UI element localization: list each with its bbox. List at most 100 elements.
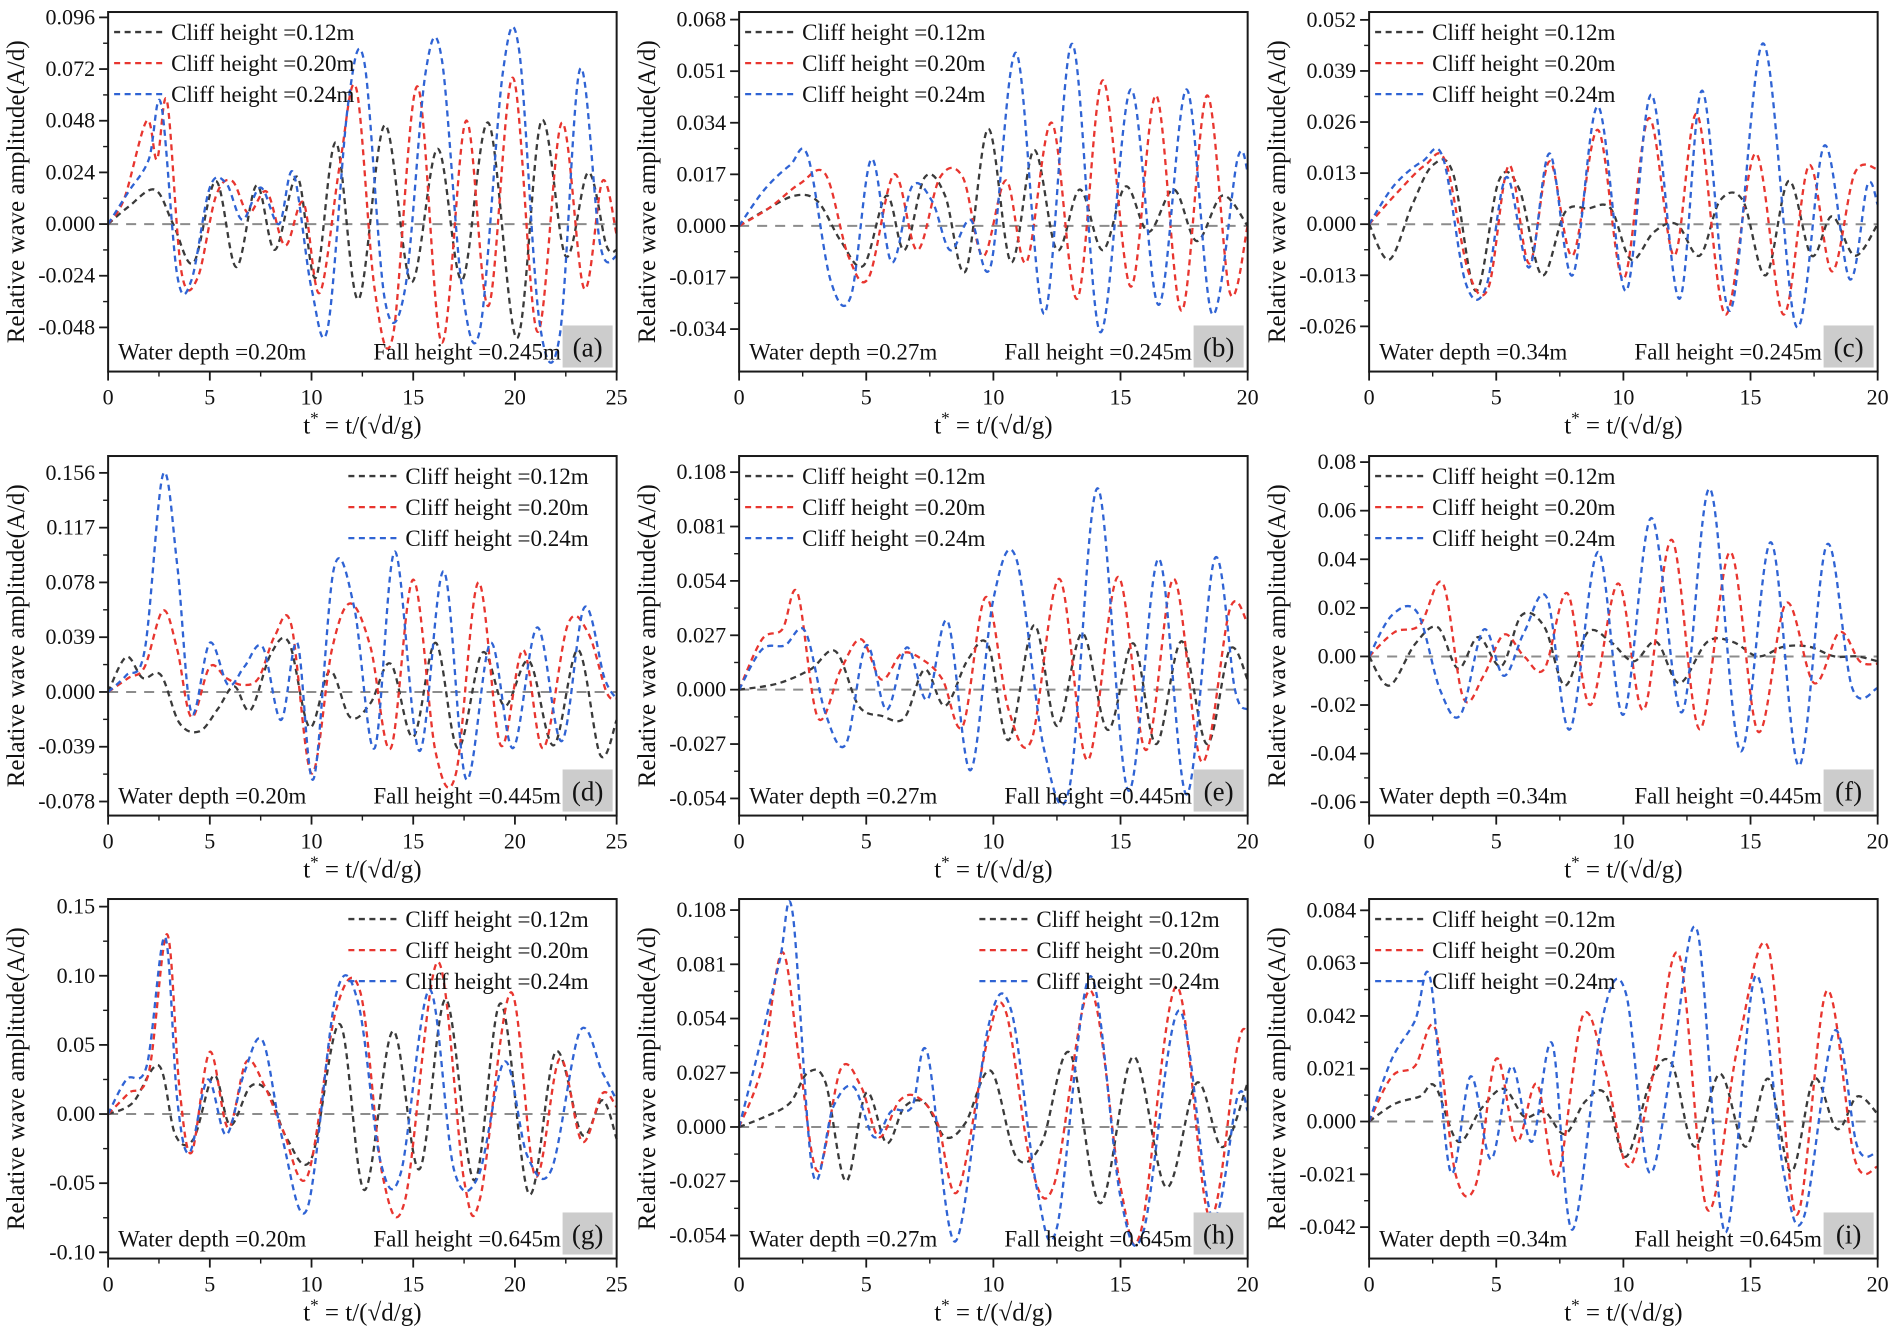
x-tick-label: 20 [1867,1272,1889,1297]
series-line-cliff-height-0.24m [107,25,618,364]
legend-label: Cliff height =0.20m [171,50,354,76]
panel-label-box [1823,325,1874,368]
legend-item-cliff-height-0.20m: Cliff height =0.20m [744,50,985,76]
y-tick-label: 0.084 [1307,898,1357,923]
y-tick-label: 0.072 [46,56,96,81]
panel-label: (i) [1836,1220,1861,1250]
legend-item-cliff-height-0.24m: Cliff height =0.24m [1375,525,1616,551]
legend-label: Cliff height =0.20m [1433,494,1616,520]
legend-item-cliff-height-0.20m: Cliff height =0.20m [979,937,1219,963]
legend-item-cliff-height-0.20m: Cliff height =0.20m [744,494,985,520]
legend-label: Cliff height =0.24m [1433,968,1616,994]
x-tick-label: 10 [301,828,323,853]
series-line-cliff-height-0.20m [737,951,1249,1246]
y-axis-title: Relative wave amplitude(A/d) [634,484,661,787]
y-tick-label: 0.000 [46,211,96,236]
series-line-cliff-height-0.12m [107,119,618,340]
legend-item-cliff-height-0.20m: Cliff height =0.20m [1375,50,1616,76]
legend-label: Cliff height =0.12m [1433,463,1616,489]
y-tick-label: -0.017 [669,265,726,290]
chart-svg-i: 0 5 10 15 20 0.084 0.063 0.042 0.021 0.000 -0.021 -… [1264,898,1889,1327]
plot-border [737,898,1249,1260]
annotation-fall-height: Fall height =0.245m [1004,339,1192,365]
y-tick-label: 0.156 [46,460,96,485]
y-tick-label: 0.027 [676,622,726,647]
y-axis-title: Relative wave amplitude(A/d) [1264,928,1291,1231]
annotation-water-depth: Water depth =0.34m [1379,782,1567,808]
y-tick-label: 0.052 [1307,7,1357,32]
y-tick-label: 0.034 [676,110,726,135]
x-tick-label: 15 [1740,385,1762,410]
x-tick-label: 10 [982,385,1004,410]
legend-label: Cliff height =0.12m [405,906,588,932]
x-tick-label: 20 [1236,1272,1258,1297]
legend-label: Cliff height =0.20m [1433,50,1616,76]
legend-label: Cliff height =0.24m [171,81,354,107]
y-tick-label: 0.06 [1318,497,1357,522]
legend-label: Cliff height =0.24m [1036,968,1219,994]
y-tick-label: -0.024 [38,263,95,288]
legend-label: Cliff height =0.20m [1036,937,1219,963]
series-line-cliff-height-0.20m [1368,538,1879,733]
x-tick-label: 5 [860,1272,871,1297]
y-tick-label: -0.054 [669,1223,726,1248]
x-tick-label: 5 [860,828,871,853]
y-tick-label: 0.068 [676,7,726,32]
chart-panel: 0 5 10 15 20 0.052 0.039 0.026 0.013 0.000 -0.013 -… [1261,0,1892,444]
annotation-water-depth: Water depth =0.20m [118,339,306,365]
panel-label-box [562,325,613,368]
legend-item-cliff-height-0.12m: Cliff height =0.12m [1375,906,1616,932]
y-tick-label: 0.039 [1307,58,1357,83]
x-tick-label: 5 [860,385,871,410]
legend-item-cliff-height-0.20m: Cliff height =0.20m [1375,937,1616,963]
series-line-cliff-height-0.24m [1368,925,1879,1234]
series-line-cliff-height-0.20m [1368,112,1879,316]
legend-item-cliff-height-0.24m: Cliff height =0.24m [744,81,985,107]
y-tick-label: -0.027 [669,731,726,756]
chart-svg-g: 0 5 10 15 20 25 0.15 0.10 0.05 0.00 -0.05 -0.10 t* =… [3,894,628,1327]
y-tick-label: 0.051 [676,58,726,83]
y-axis-title: Relative wave amplitude(A/d) [1264,40,1291,343]
legend-item-cliff-height-0.20m: Cliff height =0.20m [1375,494,1616,520]
chart-svg-b: 0 5 10 15 20 0.068 0.051 0.034 0.017 0.000 -0.017 -… [634,7,1259,440]
series-line-cliff-height-0.24m [1368,487,1879,767]
x-axis-title: t* = t/(√d/g) [1565,1296,1683,1327]
legend-label: Cliff height =0.20m [802,494,985,520]
x-tick-label: 15 [1740,828,1762,853]
annotation-water-depth: Water depth =0.34m [1379,339,1567,365]
panel-label-box [562,1212,613,1255]
chart-panel: 0 5 10 15 20 25 0.096 0.072 0.048 0.024 0.000 -0.02… [0,0,631,444]
legend-label: Cliff height =0.20m [1433,937,1616,963]
y-tick-label: 0.000 [676,213,726,238]
x-tick-label: 25 [606,385,628,410]
x-tick-label: 10 [301,1272,323,1297]
legend-item-cliff-height-0.12m: Cliff height =0.12m [744,463,985,489]
y-axis-title: Relative wave amplitude(A/d) [634,40,661,343]
annotation-fall-height: Fall height =0.445m [1004,782,1192,808]
legend-label: Cliff height =0.12m [802,463,985,489]
y-tick-label: 0.017 [676,161,726,186]
x-tick-label: 10 [982,828,1004,853]
x-tick-label: 10 [1613,385,1635,410]
x-axis-title: t* = t/(√d/g) [934,1296,1052,1327]
series-line-cliff-height-0.12m [107,636,618,759]
annotation-water-depth: Water depth =0.27m [749,782,937,808]
y-tick-label: -0.021 [1300,1162,1357,1187]
y-tick-label: 0.081 [676,952,726,977]
y-tick-label: 0.000 [1307,1109,1357,1134]
series-line-cliff-height-0.20m [107,933,618,1219]
y-tick-label: 0.15 [57,894,96,919]
x-tick-label: 10 [982,1272,1004,1297]
y-tick-label: 0.027 [676,1060,726,1085]
panel-label: (c) [1834,333,1864,363]
y-tick-label: 0.10 [57,963,96,988]
y-tick-label: 0.026 [1307,109,1357,134]
panel-label-box [1193,769,1244,812]
y-axis-title: Relative wave amplitude(A/d) [3,928,30,1231]
y-tick-label: 0.039 [46,624,96,649]
y-tick-label: -0.06 [1311,789,1357,814]
x-axis-title: t* = t/(√d/g) [934,409,1052,440]
y-tick-label: 0.05 [57,1032,96,1057]
annotation-water-depth: Water depth =0.27m [749,1226,937,1252]
